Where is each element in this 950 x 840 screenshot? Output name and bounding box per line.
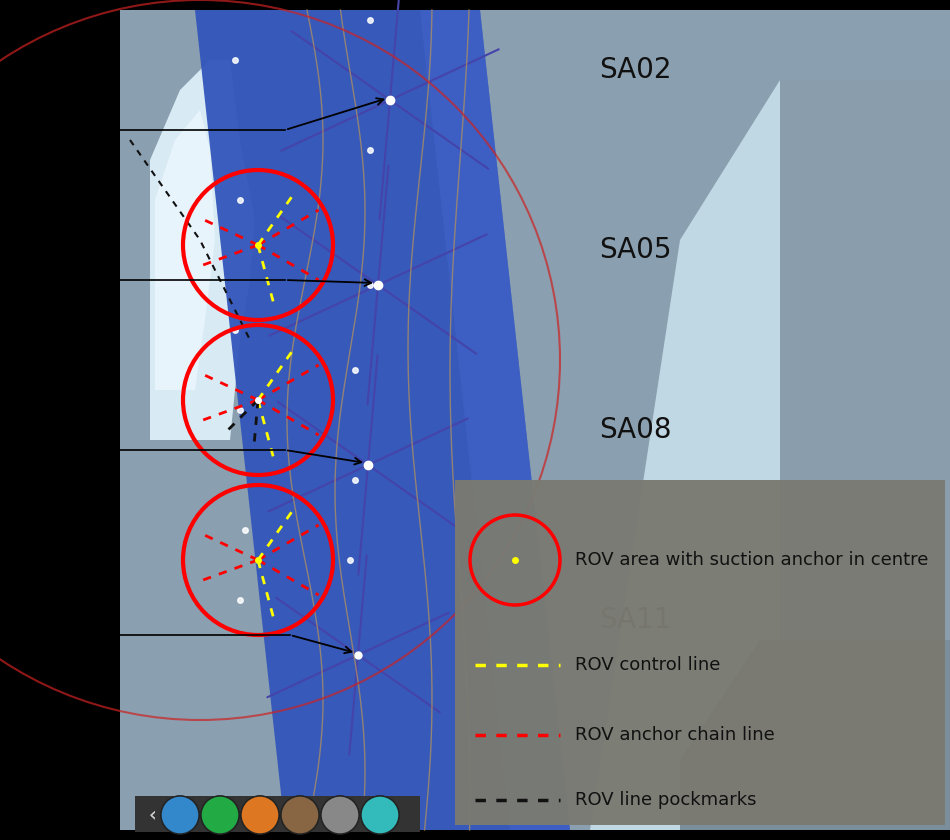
Circle shape — [161, 796, 199, 834]
Text: SA05: SA05 — [598, 236, 672, 264]
Circle shape — [161, 796, 199, 834]
Polygon shape — [195, 10, 570, 830]
Polygon shape — [155, 110, 215, 390]
Circle shape — [361, 796, 399, 834]
Circle shape — [201, 796, 239, 834]
Polygon shape — [520, 80, 950, 830]
Bar — [120, 10, 950, 830]
Circle shape — [321, 796, 359, 834]
Text: SA02: SA02 — [598, 56, 672, 84]
Bar — [135, 796, 420, 832]
Text: ‹: ‹ — [148, 806, 156, 825]
Circle shape — [361, 796, 399, 834]
Circle shape — [281, 796, 319, 834]
Text: ROV line pockmarks: ROV line pockmarks — [575, 791, 756, 809]
Circle shape — [201, 796, 239, 834]
Text: SA08: SA08 — [598, 416, 672, 444]
Polygon shape — [680, 640, 950, 830]
Polygon shape — [420, 10, 570, 830]
Circle shape — [241, 796, 279, 834]
Text: ROV anchor chain line: ROV anchor chain line — [575, 726, 775, 744]
Polygon shape — [780, 80, 950, 830]
Circle shape — [241, 796, 279, 834]
Bar — [455, 480, 945, 825]
Circle shape — [281, 796, 319, 834]
Circle shape — [321, 796, 359, 834]
Text: ROV control line: ROV control line — [575, 656, 720, 674]
Polygon shape — [150, 60, 255, 440]
Text: ROV area with suction anchor in centre: ROV area with suction anchor in centre — [575, 551, 928, 569]
Text: ‹: ‹ — [148, 806, 156, 825]
Text: SA11: SA11 — [598, 606, 672, 634]
